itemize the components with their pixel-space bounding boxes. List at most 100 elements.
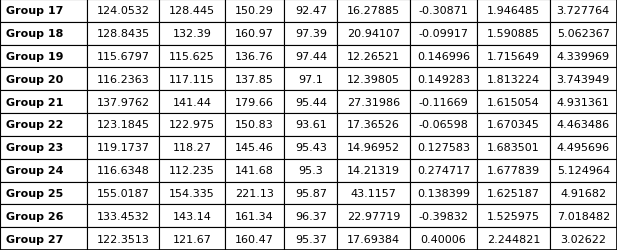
Bar: [410, 0, 477, 23]
Text: 20.94107: 20.94107: [347, 29, 400, 39]
Bar: [159, 204, 225, 227]
Text: Group 23: Group 23: [6, 143, 64, 153]
Text: 95.3: 95.3: [299, 166, 323, 175]
Text: 117.115: 117.115: [169, 74, 215, 85]
Bar: [87, 182, 159, 204]
Text: 136.76: 136.76: [235, 52, 274, 62]
Bar: [225, 136, 284, 159]
Bar: [87, 114, 159, 136]
Text: 1.590885: 1.590885: [487, 29, 540, 39]
Bar: [159, 0, 225, 23]
Bar: [225, 204, 284, 227]
Bar: [477, 91, 550, 114]
Bar: [337, 68, 410, 91]
Bar: [225, 159, 284, 182]
Text: -0.09917: -0.09917: [418, 29, 468, 39]
Bar: [337, 23, 410, 46]
Text: 17.36526: 17.36526: [347, 120, 400, 130]
Text: -0.30871: -0.30871: [418, 6, 468, 16]
Text: 22.97719: 22.97719: [347, 211, 400, 221]
Text: 5.062367: 5.062367: [557, 29, 610, 39]
Bar: [284, 68, 337, 91]
Bar: [410, 136, 477, 159]
Text: 4.339969: 4.339969: [557, 52, 610, 62]
Bar: [87, 204, 159, 227]
Bar: [225, 91, 284, 114]
Text: -0.06598: -0.06598: [418, 120, 468, 130]
Text: 116.2363: 116.2363: [96, 74, 149, 85]
Text: Group 22: Group 22: [6, 120, 64, 130]
Bar: [477, 46, 550, 68]
Bar: [87, 68, 159, 91]
Text: 112.235: 112.235: [169, 166, 215, 175]
Bar: [550, 204, 617, 227]
Text: Group 26: Group 26: [6, 211, 64, 221]
Bar: [477, 0, 550, 23]
Text: 95.43: 95.43: [295, 143, 327, 153]
Text: 124.0532: 124.0532: [96, 6, 149, 16]
Text: 137.9762: 137.9762: [96, 97, 149, 107]
Bar: [159, 46, 225, 68]
Text: 96.37: 96.37: [295, 211, 327, 221]
Text: 132.39: 132.39: [172, 29, 211, 39]
Bar: [410, 204, 477, 227]
Text: 4.463486: 4.463486: [557, 120, 610, 130]
Bar: [87, 0, 159, 23]
Text: 121.67: 121.67: [172, 234, 211, 243]
Text: 1.946485: 1.946485: [487, 6, 540, 16]
Bar: [87, 23, 159, 46]
Text: 97.39: 97.39: [295, 29, 327, 39]
Text: Group 20: Group 20: [6, 74, 64, 85]
Bar: [0, 182, 87, 204]
Text: Group 18: Group 18: [6, 29, 64, 39]
Text: 128.445: 128.445: [169, 6, 215, 16]
Text: 1.670345: 1.670345: [487, 120, 540, 130]
Text: 179.66: 179.66: [235, 97, 274, 107]
Text: 14.96952: 14.96952: [347, 143, 400, 153]
Bar: [0, 68, 87, 91]
Bar: [225, 182, 284, 204]
Bar: [225, 114, 284, 136]
Bar: [337, 136, 410, 159]
Text: 143.14: 143.14: [172, 211, 211, 221]
Bar: [550, 136, 617, 159]
Bar: [477, 68, 550, 91]
Bar: [410, 91, 477, 114]
Bar: [225, 227, 284, 250]
Bar: [284, 0, 337, 23]
Bar: [550, 182, 617, 204]
Bar: [477, 159, 550, 182]
Bar: [337, 0, 410, 23]
Bar: [284, 136, 337, 159]
Text: 12.39805: 12.39805: [347, 74, 400, 85]
Bar: [159, 159, 225, 182]
Bar: [159, 114, 225, 136]
Bar: [550, 159, 617, 182]
Text: 155.0187: 155.0187: [96, 188, 149, 198]
Bar: [337, 204, 410, 227]
Text: 0.40006: 0.40006: [421, 234, 466, 243]
Text: 0.149283: 0.149283: [417, 74, 470, 85]
Text: 97.1: 97.1: [299, 74, 323, 85]
Text: 115.625: 115.625: [169, 52, 215, 62]
Bar: [410, 114, 477, 136]
Text: 154.335: 154.335: [169, 188, 215, 198]
Text: 3.743949: 3.743949: [557, 74, 610, 85]
Text: 14.21319: 14.21319: [347, 166, 400, 175]
Bar: [284, 23, 337, 46]
Bar: [550, 91, 617, 114]
Bar: [284, 159, 337, 182]
Bar: [337, 182, 410, 204]
Bar: [410, 227, 477, 250]
Text: 3.02622: 3.02622: [560, 234, 607, 243]
Text: 7.018482: 7.018482: [557, 211, 610, 221]
Text: 141.44: 141.44: [172, 97, 212, 107]
Bar: [87, 46, 159, 68]
Bar: [225, 68, 284, 91]
Bar: [0, 46, 87, 68]
Bar: [159, 23, 225, 46]
Text: Group 27: Group 27: [6, 234, 64, 243]
Text: 150.29: 150.29: [235, 6, 274, 16]
Bar: [0, 204, 87, 227]
Bar: [550, 114, 617, 136]
